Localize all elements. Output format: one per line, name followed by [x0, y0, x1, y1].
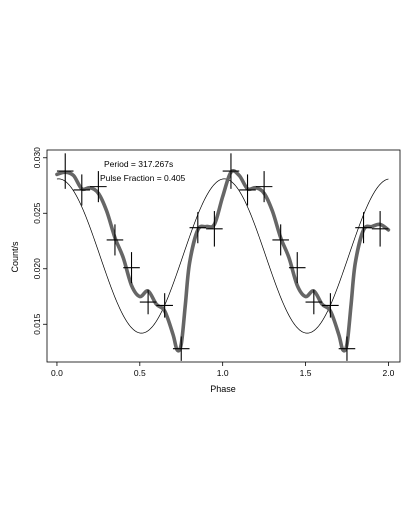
sinusoid-fit-layer	[56, 178, 389, 334]
data-points-layer	[56, 153, 389, 361]
data-point	[272, 224, 289, 256]
data-point	[305, 289, 323, 315]
y-tick-label: 0.020	[32, 258, 42, 280]
data-point	[322, 293, 339, 318]
annotation-pulse-fraction: Pulse Fraction = 0.405	[100, 173, 186, 183]
data-point	[355, 212, 372, 244]
data-point	[371, 211, 389, 247]
data-point	[288, 252, 306, 284]
data-point	[156, 293, 173, 318]
y-tick-label: 0.030	[32, 147, 42, 169]
x-tick-label: 2.0	[382, 368, 394, 378]
data-point	[222, 153, 240, 189]
plot-frame	[46, 149, 401, 363]
sinusoid-fit-line	[56, 178, 389, 334]
data-point	[90, 171, 107, 203]
data-point	[56, 153, 74, 189]
x-tick-label: 0.0	[51, 368, 63, 378]
annotation-period: Period = 317.267s	[104, 159, 173, 169]
data-point	[255, 171, 273, 203]
data-point	[106, 224, 124, 256]
x-axis-label: Phase	[210, 384, 236, 394]
data-point	[123, 252, 140, 284]
data-point	[206, 211, 223, 247]
data-point	[239, 174, 256, 206]
y-axis-label: Count/s	[10, 241, 20, 273]
data-point	[73, 174, 91, 206]
x-axis: 0.0 0.5 1.0 1.5 2.0	[51, 362, 395, 378]
smooth-curve-line	[55, 169, 391, 353]
y-axis: 0.015 0.020 0.025 0.030	[32, 147, 47, 335]
x-tick-label: 1.0	[217, 368, 229, 378]
y-tick-label: 0.025	[32, 202, 42, 224]
y-tick-label: 0.015	[32, 313, 42, 335]
x-tick-label: 1.5	[300, 368, 312, 378]
data-point	[338, 336, 356, 361]
x-tick-label: 0.5	[134, 368, 146, 378]
data-point	[139, 289, 157, 315]
data-point	[172, 336, 190, 361]
data-point	[189, 212, 207, 244]
smooth-curve-layer	[55, 169, 391, 353]
